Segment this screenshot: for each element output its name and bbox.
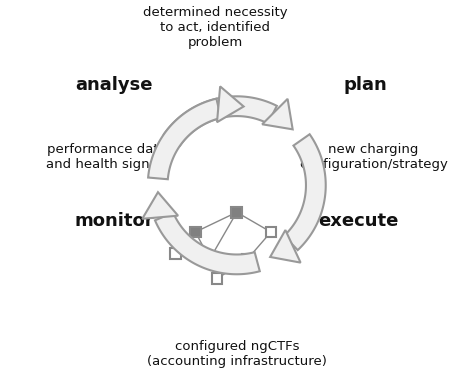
Bar bbox=[265, 226, 276, 237]
Polygon shape bbox=[284, 134, 326, 250]
Bar bbox=[242, 254, 253, 264]
Polygon shape bbox=[155, 213, 260, 274]
Text: monitor: monitor bbox=[75, 212, 155, 230]
Polygon shape bbox=[164, 96, 277, 146]
Polygon shape bbox=[148, 99, 221, 179]
Bar bbox=[231, 207, 242, 218]
Text: configured ngCTFs
(accounting infrastructure): configured ngCTFs (accounting infrastruc… bbox=[147, 340, 327, 368]
Bar bbox=[211, 273, 222, 284]
Polygon shape bbox=[217, 86, 244, 122]
Polygon shape bbox=[142, 192, 178, 219]
Text: performance data
and health signals: performance data and health signals bbox=[46, 142, 169, 171]
Polygon shape bbox=[262, 99, 292, 129]
Text: determined necessity
to act, identified
problem: determined necessity to act, identified … bbox=[143, 6, 288, 49]
Bar bbox=[190, 226, 201, 237]
Text: analyse: analyse bbox=[75, 76, 153, 94]
Bar bbox=[204, 254, 215, 264]
Text: execute: execute bbox=[318, 212, 399, 230]
Text: new charging
configuration/strategy: new charging configuration/strategy bbox=[299, 142, 448, 171]
Text: plan: plan bbox=[344, 76, 388, 94]
Bar bbox=[170, 248, 181, 259]
Polygon shape bbox=[270, 230, 301, 262]
